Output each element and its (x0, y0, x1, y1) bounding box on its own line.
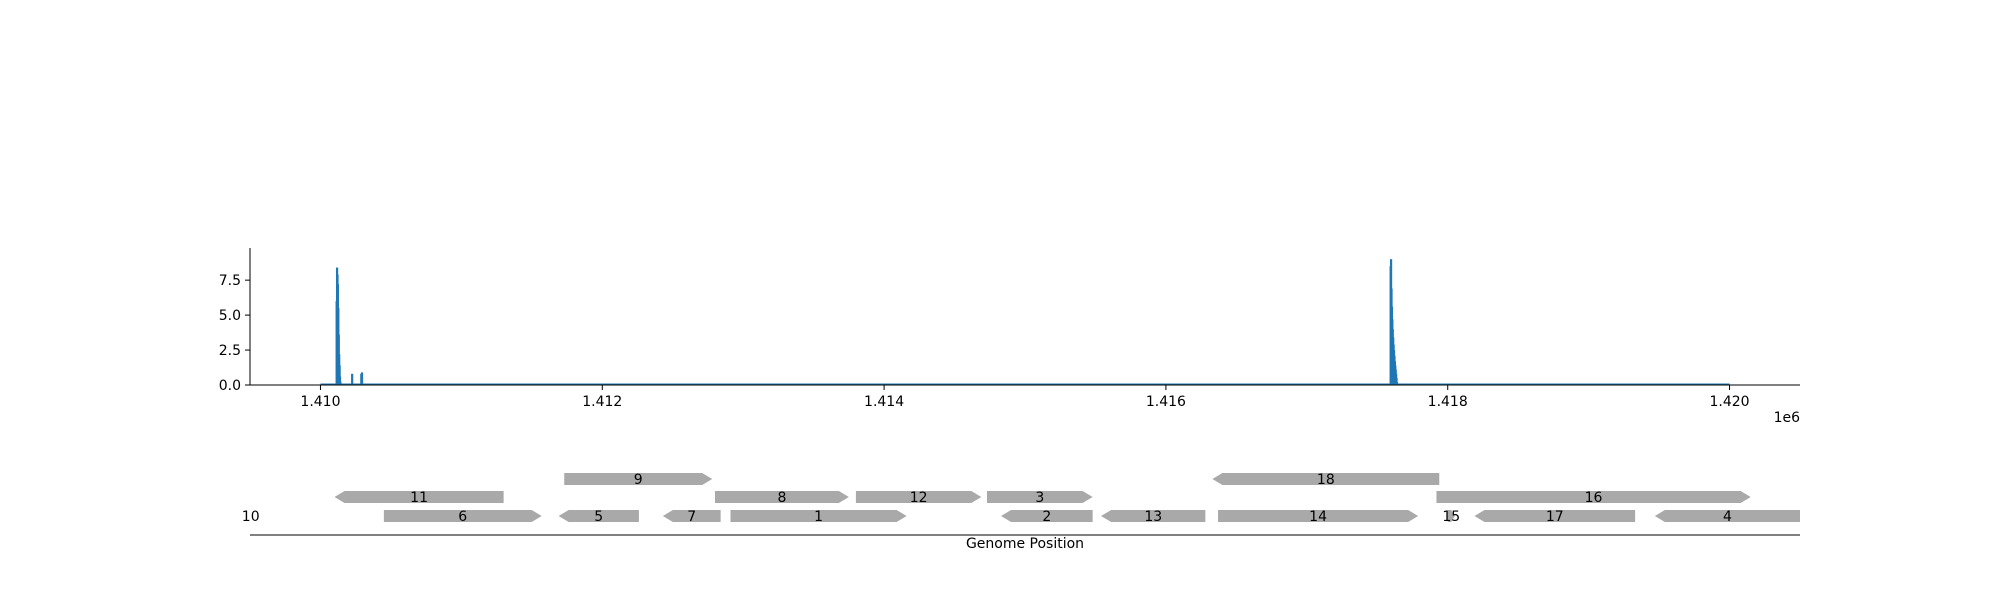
coverage-bar (1395, 378, 1398, 385)
gene-label-15: 15 (1442, 509, 1460, 525)
gene-arrow-7 (662, 510, 721, 522)
x-tick-label: 1.418 (1428, 394, 1468, 410)
gene-label-11: 11 (410, 490, 428, 506)
gene-map: 11 6 9 5 7 8 1 12 3 2 13 14 18 16 15 17 4 10 (242, 472, 1800, 536)
coverage-bar (1395, 382, 1399, 385)
gene-label-2: 2 (1042, 509, 1051, 525)
gene-arrow-18 (1212, 473, 1440, 485)
gene-label-1: 1 (814, 509, 823, 525)
gene-arrow-12 (855, 491, 982, 503)
gene-arrow-17 (1474, 510, 1636, 522)
gene-arrow-16 (1436, 491, 1751, 503)
y-tick-label: 0.0 (219, 378, 241, 394)
gene-arrow-9 (564, 473, 713, 485)
coverage-plot: 0.0 2.5 5.0 7.5 1.410 1.412 1.414 1.416 1.418 1.4… (219, 248, 1800, 410)
x-tick-label: 1.420 (1709, 394, 1749, 410)
gene-label-12: 12 (910, 490, 928, 506)
y-tick-label: 2.5 (219, 343, 241, 359)
coverage-bar (338, 365, 341, 385)
coverage-bar (351, 373, 354, 385)
gene-label-16: 16 (1585, 490, 1603, 506)
gene-label-10: 10 (242, 509, 260, 525)
gene-arrow-5 (558, 510, 639, 522)
gene-arrow-15 (1447, 510, 1455, 522)
gene-arrow-8 (715, 491, 849, 503)
gene-arrow-2 (1001, 510, 1093, 522)
gene-arrow-11 (334, 491, 504, 503)
gene-arrow-1 (730, 510, 907, 522)
y-tick-label: 7.5 (219, 273, 241, 289)
gene-label-3: 3 (1035, 490, 1044, 506)
gene-label-8: 8 (777, 490, 786, 506)
gene-label-17: 17 (1546, 509, 1564, 525)
gene-label-7: 7 (687, 509, 696, 525)
gene-label-6: 6 (458, 509, 467, 525)
gene-label-5: 5 (594, 509, 603, 525)
x-tick-label: 1.414 (864, 394, 904, 410)
gene-label-13: 13 (1144, 509, 1162, 525)
gene-label-4: 4 (1723, 509, 1732, 525)
gene-map-xlabel: Genome Position (965, 536, 1085, 552)
coverage-bar (360, 372, 364, 385)
gene-arrow-4 (1654, 510, 1800, 522)
gene-label-18: 18 (1317, 472, 1335, 488)
gene-label-9: 9 (634, 472, 643, 488)
gene-label-14: 14 (1309, 509, 1327, 525)
gene-arrow-3 (986, 491, 1093, 503)
coverage-bar (338, 376, 342, 385)
x-axis-offset-label: 1e6 (1773, 410, 1800, 426)
gene-arrow-14 (1218, 510, 1419, 522)
x-tick-label: 1.410 (300, 394, 340, 410)
y-tick-label: 5.0 (219, 308, 241, 324)
coverage-bar (339, 382, 342, 385)
gene-arrow-13 (1101, 510, 1206, 522)
gene-arrow-6 (383, 510, 542, 522)
x-tick-label: 1.416 (1146, 394, 1186, 410)
x-tick-label: 1.412 (582, 394, 622, 410)
